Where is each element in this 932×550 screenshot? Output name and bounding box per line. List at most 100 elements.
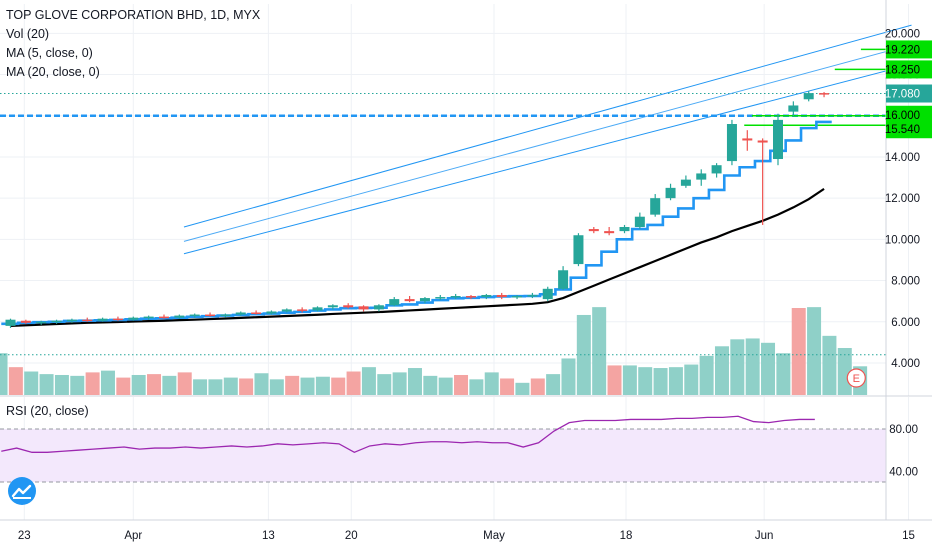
ma5-line: [1, 120, 832, 326]
volume-bar: [576, 314, 591, 395]
volume-bar: [8, 367, 23, 395]
candle: [297, 309, 308, 311]
y-tick-label: 12.000: [885, 193, 920, 205]
candle: [466, 296, 476, 298]
candle: [251, 312, 262, 314]
volume-bar: [54, 374, 69, 395]
candle: [558, 270, 569, 289]
y-tick-label: 4.000: [891, 358, 920, 370]
candle: [711, 165, 722, 174]
candle: [36, 321, 47, 324]
candle: [404, 299, 415, 302]
volume-bar: [761, 342, 776, 395]
volume-bar: [177, 372, 192, 395]
candle: [634, 216, 645, 227]
x-tick-label: Apr: [124, 530, 142, 542]
candle: [573, 235, 584, 265]
candle: [343, 305, 354, 308]
volume-bar: [193, 379, 208, 395]
candle: [742, 138, 753, 141]
legend-title: TOP GLOVE CORPORATION BHD, 1D, MYX: [6, 8, 261, 22]
y-tick-label: 20.000: [885, 28, 920, 40]
x-tick-label: 13: [262, 530, 275, 542]
price-tags: 19.220 18.250 17.080 16.000 15.540: [885, 40, 932, 139]
ma5-path: [1, 120, 832, 326]
y-tick-label: 14.000: [885, 152, 920, 164]
x-tick-label: Jun: [755, 530, 774, 542]
legend-ma5: MA (5, close, 0): [6, 46, 93, 60]
chart-legend: TOP GLOVE CORPORATION BHD, 1D, MYX Vol (…: [6, 6, 260, 82]
x-tick-label: 23: [18, 530, 31, 542]
candle: [5, 319, 16, 326]
earnings-event-icon: [846, 368, 866, 388]
candle: [128, 317, 139, 320]
rsi-line: [1, 415, 815, 454]
volume-bar: [116, 377, 131, 395]
candle: [389, 299, 400, 306]
volume-bar: [147, 374, 162, 395]
volume-bar: [438, 377, 453, 395]
rsi-tick-label: 40.00: [889, 466, 918, 478]
candle: [773, 119, 783, 160]
volume-bar: [638, 367, 653, 395]
volume-bar: [39, 374, 54, 395]
volume-bar: [530, 378, 545, 395]
candle: [619, 227, 630, 232]
volume-bar: [561, 358, 576, 395]
volume-bar: [592, 307, 607, 395]
candle: [604, 231, 615, 234]
x-tick-label: 18: [620, 530, 633, 542]
candles: [5, 91, 830, 328]
volume-bar: [162, 375, 177, 395]
volume-bar: [714, 346, 729, 395]
rsi-pane: [0, 395, 932, 483]
volume-bar: [684, 364, 699, 395]
price-tag: [886, 60, 932, 79]
volume-bar: [70, 375, 85, 395]
candle: [496, 294, 507, 298]
candle: [588, 229, 599, 232]
candle: [726, 124, 737, 162]
candle: [419, 298, 430, 302]
candle: [819, 93, 830, 95]
candle: [435, 297, 446, 299]
reference-lines: [0, 93, 886, 356]
candle: [112, 318, 123, 321]
volume-bar: [239, 378, 254, 395]
volume-bar: [423, 375, 438, 395]
volume-bar: [653, 368, 668, 395]
price-tag: [886, 84, 932, 103]
target-lines: [744, 48, 886, 126]
y-tick-label: 10.000: [885, 234, 920, 246]
candle: [527, 294, 538, 297]
candle: [481, 294, 492, 298]
volume-bar: [300, 377, 315, 395]
price-tag: [886, 120, 932, 139]
candle: [97, 318, 108, 321]
candle: [312, 307, 323, 311]
x-tick-label: 15: [902, 530, 915, 542]
price-tag-label: 15.540: [885, 124, 920, 136]
volume-bar: [0, 353, 8, 395]
candle: [450, 296, 461, 298]
legend-vol: Vol (20): [6, 27, 50, 41]
candle: [512, 296, 523, 298]
volume-bar: [131, 374, 146, 395]
volume-bar: [208, 379, 223, 395]
volume-bar: [776, 353, 791, 395]
candle: [803, 93, 814, 100]
price-tag-label: 16.000: [885, 110, 920, 122]
tradingview-logo-icon[interactable]: [8, 477, 36, 505]
candle: [266, 311, 277, 314]
candle: [174, 315, 185, 318]
volume-bar: [377, 374, 392, 395]
candle: [373, 305, 384, 310]
volume-bar: [24, 371, 39, 395]
volume-bar: [454, 374, 469, 395]
volume-bar: [100, 370, 115, 395]
candle: [542, 288, 553, 300]
candle: [66, 319, 77, 322]
channel-mid-line: [183, 44, 912, 242]
candle: [665, 187, 676, 199]
